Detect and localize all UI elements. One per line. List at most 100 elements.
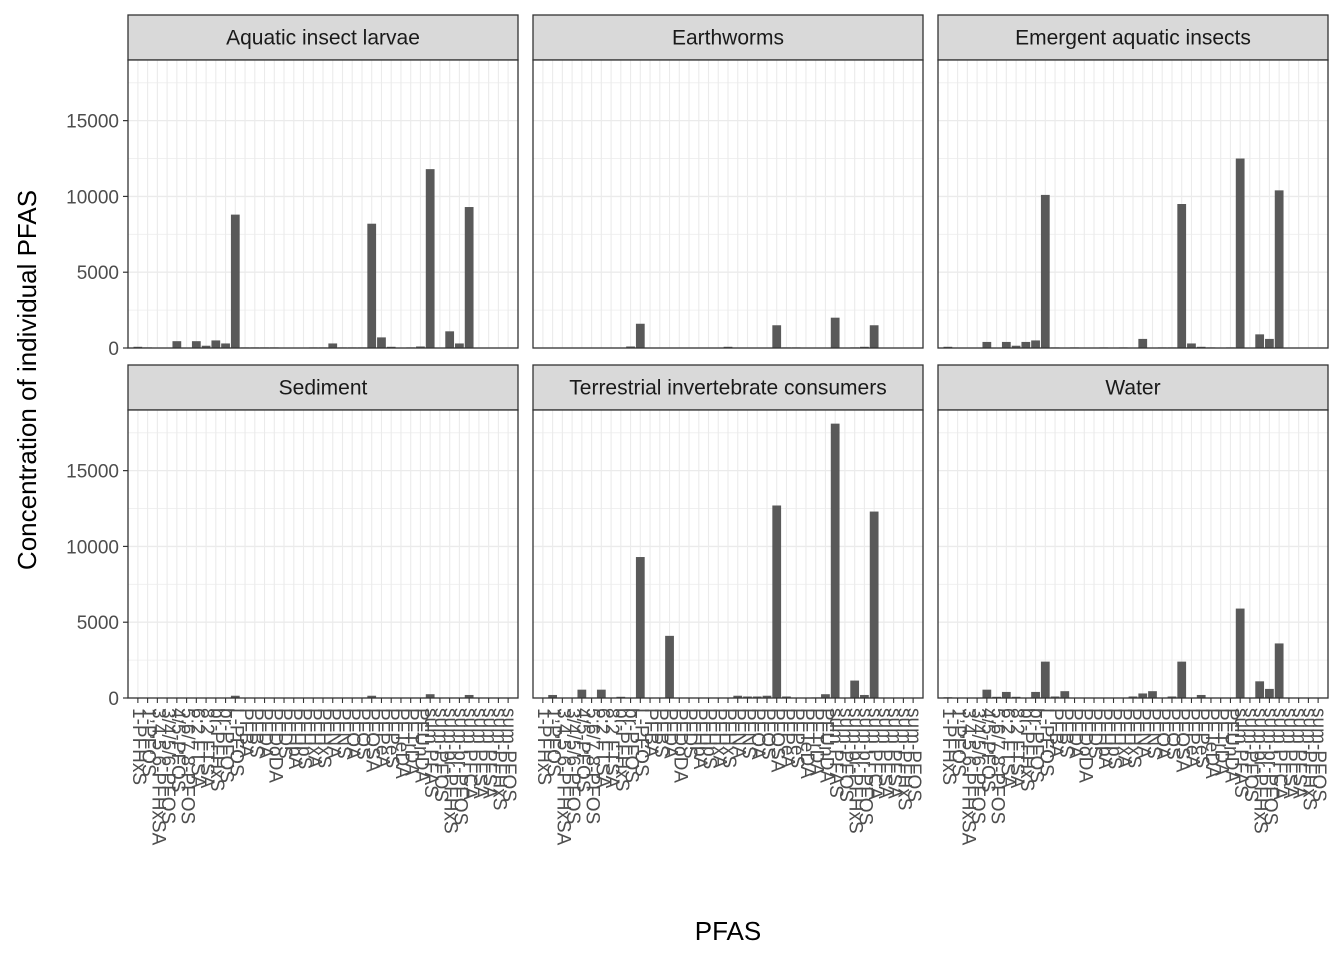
- bar: [1265, 338, 1274, 348]
- bar: [762, 695, 772, 698]
- x-tick-label: 6:2 FTSA: [996, 708, 1017, 789]
- bar: [821, 694, 830, 698]
- panel-border: [937, 59, 1329, 349]
- x-tick-label: PFPeA: [1181, 708, 1202, 769]
- x-tick-label: PFTrDA: [1211, 708, 1232, 776]
- bar: [328, 343, 338, 348]
- x-tick-label: PFHpA: [284, 708, 305, 770]
- x-tick-label: PFDA: [255, 708, 276, 759]
- x-tick-label: PFTeDA: [1201, 708, 1222, 779]
- bar: [191, 341, 201, 348]
- bar: [869, 325, 879, 348]
- x-tick-label: PFOSA: [767, 708, 788, 773]
- x-tick-label: sum-PFHxS: [893, 708, 914, 810]
- x-tick-label: sum PFSA: [469, 708, 490, 799]
- facet-panel: Aquatic insect larvae 0 5000 10000 15000: [66, 14, 519, 360]
- x-tick-label: sum PFCA: [459, 708, 480, 800]
- x-tick-label: sum PFCA: [864, 708, 885, 800]
- bar: [455, 343, 464, 348]
- x-tick-label: sum PFSA: [874, 708, 895, 799]
- x-tick-label: PFOSA: [1172, 708, 1193, 773]
- x-tick-label: sum PFSA: [1289, 708, 1310, 799]
- x-tick-label: 8:2 FTSA: [196, 708, 217, 789]
- bar: [1001, 341, 1011, 348]
- x-tick-label: sum PFCA: [1269, 708, 1290, 800]
- bar: [665, 635, 674, 698]
- bar: [869, 511, 879, 698]
- x-tick-label: PFHxS: [718, 708, 739, 768]
- x-tick-label: PFDA: [1065, 708, 1086, 759]
- x-tick-label: PFOA: [747, 708, 768, 760]
- x-tick-label: PFDS: [679, 708, 700, 759]
- x-tick-label: PFDS: [274, 708, 295, 759]
- bar: [425, 169, 435, 348]
- x-tick-label: 8:2 FTSA: [601, 708, 622, 789]
- x-tick-label: sum PFAS: [420, 708, 441, 798]
- y-tick-label: 15000: [66, 112, 119, 133]
- bar: [425, 694, 435, 698]
- x-tick-label: 1-PFHxS: [938, 708, 959, 785]
- facet-panel: Sediment 0 5000 10000 15000 1-PFHxS1-PFOS3,4,…: [66, 364, 519, 846]
- bar: [635, 323, 645, 348]
- x-tick-label: PFPeA: [776, 708, 797, 769]
- bar: [743, 696, 752, 698]
- bar: [1177, 204, 1187, 348]
- bar: [1138, 693, 1148, 698]
- x-tick-label: PFUnDA: [815, 708, 836, 783]
- bar: [172, 341, 182, 348]
- x-tick-label: sum-PFOS: [430, 708, 451, 802]
- bar: [230, 214, 240, 348]
- x-tick-label: PFOS: [352, 708, 373, 760]
- bar: [221, 343, 230, 348]
- bar: [1011, 345, 1021, 348]
- bar: [211, 340, 221, 348]
- bar: [1196, 694, 1206, 698]
- x-tick-label: PFUnDA: [410, 708, 431, 783]
- x-tick-label: sum-br-PFHxS: [845, 708, 866, 834]
- x-tick-label: PFHxS: [313, 708, 334, 768]
- x-tick-label: 8:2 FTSA: [1006, 708, 1027, 789]
- bar: [1187, 343, 1196, 348]
- x-tick-label: PFOS: [757, 708, 778, 760]
- bar: [1255, 681, 1265, 698]
- x-tick-label: sum PFSA: [479, 708, 500, 799]
- bar: [772, 325, 782, 348]
- y-tick-label: 0: [108, 339, 119, 360]
- x-tick-label: PFBS: [1055, 708, 1076, 758]
- x-tick-label: 3/4/5/6-PFOS: [562, 708, 583, 824]
- bar: [1235, 158, 1245, 348]
- x-tick-label: 5,6/7,8-PFOS: [582, 708, 603, 824]
- bar: [782, 696, 791, 698]
- x-tick-label: sum PFAS: [1230, 708, 1251, 798]
- bar: [635, 557, 645, 698]
- x-tick-label: PFDA: [660, 708, 681, 759]
- x-tick-label: 5,6/7,8-PFOS: [987, 708, 1008, 824]
- bar: [1031, 691, 1040, 698]
- x-tick-label: br-PFHxS: [1016, 708, 1037, 791]
- x-tick-label: L-PFOS: [225, 708, 246, 777]
- x-tick-label: 3,4,5,6-PFHxSA: [147, 708, 168, 846]
- bar: [850, 680, 860, 698]
- bar: [1040, 194, 1050, 348]
- x-tick-label: PFPeS: [381, 708, 402, 768]
- y-tick-label: 0: [108, 689, 119, 710]
- bar: [830, 317, 840, 348]
- facet-title: Terrestrial invertebrate consumers: [569, 377, 886, 400]
- facet-strip: [532, 14, 924, 61]
- x-tick-label: br-PFOS: [216, 708, 237, 783]
- x-tick-label: L-PFOS: [1035, 708, 1056, 777]
- facet-panel: Emergent aquatic insects: [937, 14, 1329, 349]
- x-tick-label: sum-br-PFHxS: [1250, 708, 1271, 834]
- bar: [1060, 691, 1070, 698]
- bar: [733, 695, 743, 698]
- facet-title: Aquatic insect larvae: [226, 27, 420, 50]
- x-tick-label: PFNA: [728, 708, 749, 759]
- x-tick-label: sum-br-PFHxS: [440, 708, 461, 834]
- bar: [1274, 643, 1284, 698]
- facet-strip: [937, 364, 1329, 411]
- x-tick-label: PFTeDA: [391, 708, 412, 779]
- y-tick-label: 15000: [66, 462, 119, 483]
- bar: [626, 346, 635, 348]
- facet-title: Sediment: [279, 377, 368, 400]
- bar: [1021, 341, 1031, 348]
